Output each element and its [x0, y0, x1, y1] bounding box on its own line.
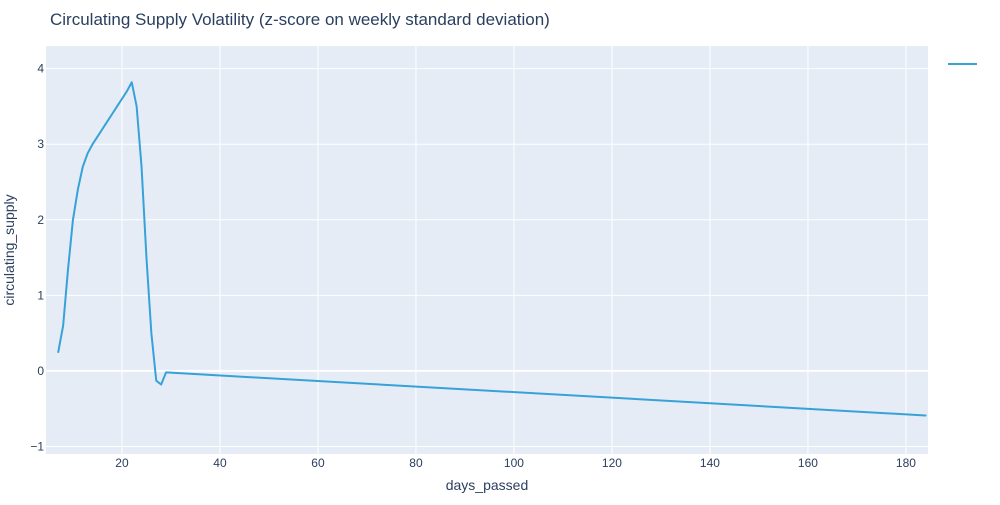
y-axis-label: circulating_supply	[1, 194, 17, 305]
y-tick-label: 1	[37, 288, 44, 302]
x-tick-label: 40	[213, 456, 227, 470]
tick-labels: 20 40 60 80 100 120 140 160 180 −1 0 1 2 3 4	[30, 62, 916, 470]
x-tick-label: 160	[798, 456, 818, 470]
x-tick-label: 180	[896, 456, 916, 470]
plot-area	[46, 46, 928, 454]
x-tick-label: 140	[700, 456, 720, 470]
x-tick-label: 80	[409, 456, 423, 470]
y-tick-label: 4	[37, 62, 44, 76]
series-layer	[57, 81, 927, 417]
series-line[interactable]	[57, 81, 927, 417]
y-tick-label: 0	[37, 364, 44, 378]
x-tick-label: 100	[504, 456, 524, 470]
grid-lines	[46, 46, 928, 454]
x-axis-label: days_passed	[446, 477, 529, 493]
y-tick-label: −1	[30, 439, 44, 453]
x-tick-label: 120	[602, 456, 622, 470]
x-tick-label: 60	[311, 456, 325, 470]
chart-title: Circulating Supply Volatility (z-score o…	[50, 10, 550, 29]
x-tick-label: 20	[115, 456, 129, 470]
y-tick-label: 2	[37, 213, 44, 227]
y-tick-label: 3	[37, 137, 44, 151]
